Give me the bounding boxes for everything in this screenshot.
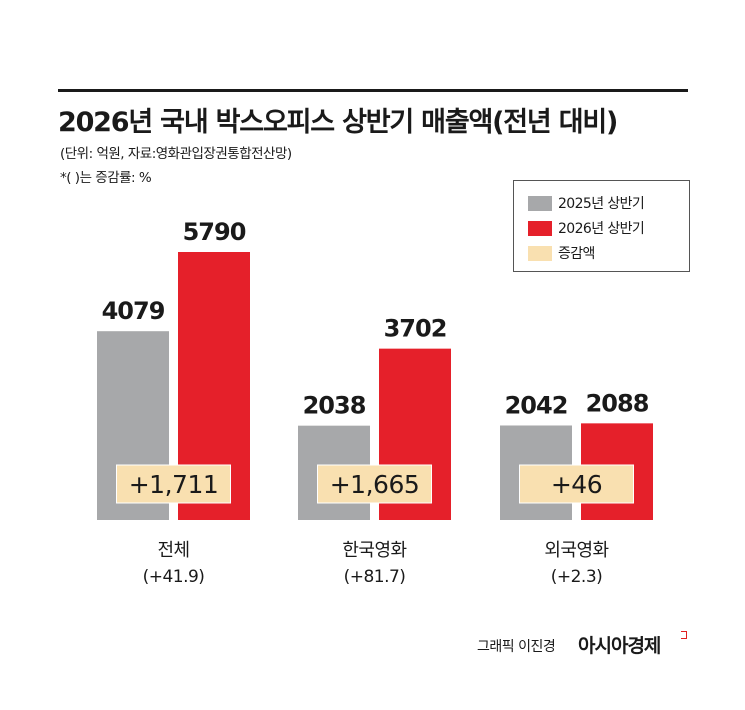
legend-item-2026: 2026년 상반기	[528, 218, 645, 238]
change-box-foreign	[519, 464, 634, 504]
chart-subtitle: (단위: 억원, 자료:영화관입장권통합전산망)	[60, 146, 292, 162]
category-pct-total: (+41.9)	[143, 567, 205, 587]
legend-item-change: 증감액	[528, 243, 595, 263]
value-label-total-2026: 5790	[183, 218, 246, 246]
legend-label-2026: 2026년 상반기	[558, 221, 645, 237]
change-label-total: +1,711	[129, 470, 219, 499]
category-pct-foreign: (+2.3)	[551, 567, 603, 587]
change-box-total	[116, 464, 231, 504]
graphic-credit: 그래픽 이진경	[477, 639, 556, 655]
category-label-korean: 한국영화	[342, 540, 406, 561]
change-box-korean	[317, 464, 432, 504]
chart-note: *( )는 증감률: %	[60, 170, 152, 186]
category-label-total: 전체	[157, 540, 189, 561]
value-label-foreign-2025: 2042	[505, 391, 568, 419]
value-label-korean-2025: 2038	[303, 392, 366, 420]
value-label-korean-2026: 3702	[384, 315, 447, 343]
legend-swatch-2026	[528, 220, 552, 236]
change-label-korean: +1,665	[330, 470, 420, 499]
title-rule	[58, 89, 688, 92]
change-label-foreign: +46	[551, 470, 602, 499]
chart-title: 2026년 국내 박스오피스 상반기 매출액(전년 대비)	[58, 107, 618, 138]
legend-label-2025: 2025년 상반기	[558, 196, 645, 212]
value-label-foreign-2026: 2088	[586, 389, 649, 417]
legend-swatch-change	[528, 245, 552, 261]
legend: 2025년 상반기 2026년 상반기 증감액	[513, 180, 690, 272]
category-pct-korean: (+81.7)	[344, 567, 406, 587]
category-label-foreign: 외국영화	[544, 540, 608, 561]
value-label-total-2025: 4079	[102, 297, 165, 325]
brand-mark-icon	[681, 631, 687, 639]
legend-swatch-2025	[528, 195, 552, 211]
brand-logo: 아시아경제	[578, 635, 661, 657]
legend-item-2025: 2025년 상반기	[528, 193, 645, 213]
legend-label-change: 증감액	[558, 246, 595, 262]
